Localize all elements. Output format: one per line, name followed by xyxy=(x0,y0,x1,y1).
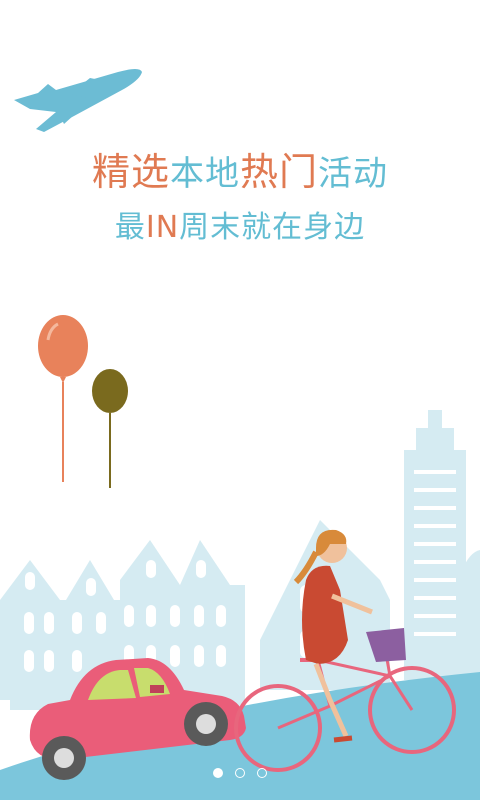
page-dot-1[interactable] xyxy=(213,768,223,778)
headline-word-4: 活动 xyxy=(318,154,389,194)
tower-windows xyxy=(414,470,456,636)
page-dot-2[interactable] xyxy=(235,768,245,778)
headline-word-1: 精选 xyxy=(91,150,170,194)
headline-word-5: 最 xyxy=(114,210,146,245)
headline-word-7: 周末就在身边 xyxy=(179,210,366,245)
page-dot-3[interactable] xyxy=(257,768,267,778)
balloon-left xyxy=(38,315,88,482)
headline-word-6: IN xyxy=(145,210,180,245)
airplane-icon xyxy=(14,69,142,132)
headline-word-2: 本地 xyxy=(170,154,240,194)
rider xyxy=(293,529,373,743)
balloon-right xyxy=(92,369,128,488)
headline-word-3: 热门 xyxy=(240,150,319,194)
headline-line-2: 最IN周末就在身边 xyxy=(0,206,480,250)
basket xyxy=(366,628,406,662)
page-indicator xyxy=(0,768,480,778)
headline-line-1: 精选本地热门活动 xyxy=(0,150,480,196)
car xyxy=(29,658,247,780)
